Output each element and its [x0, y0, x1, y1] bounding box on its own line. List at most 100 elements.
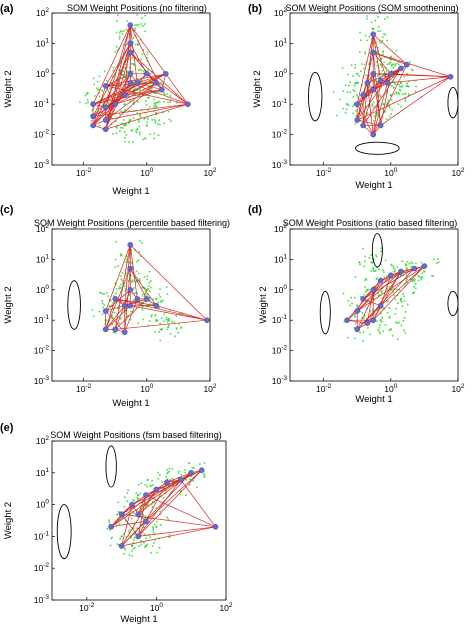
- data-point: [169, 101, 172, 104]
- data-point: [365, 118, 368, 120]
- data-point: [343, 320, 345, 323]
- neuron-link: [92, 106, 106, 126]
- data-point: [358, 261, 360, 263]
- data-point: [141, 306, 144, 309]
- data-point: [149, 296, 151, 299]
- neuron-link: [130, 52, 189, 105]
- data-point: [397, 63, 400, 66]
- neuron-link: [145, 479, 181, 496]
- data-point: [404, 263, 407, 265]
- neuron-point: [344, 317, 350, 324]
- tick-label: 100: [150, 602, 163, 613]
- data-point: [376, 309, 378, 311]
- data-point: [400, 301, 403, 303]
- data-point: [127, 70, 129, 73]
- data-point: [393, 92, 396, 95]
- neuron-point: [377, 77, 384, 84]
- data-point: [151, 480, 153, 482]
- data-point: [364, 34, 367, 37]
- data-point: [377, 46, 379, 49]
- data-point: [148, 281, 151, 284]
- data-point: [126, 255, 128, 258]
- data-point: [382, 36, 384, 38]
- data-point: [112, 331, 115, 334]
- data-point: [134, 292, 136, 295]
- data-point: [366, 15, 368, 17]
- tick-label: 101: [274, 37, 287, 48]
- data-point: [376, 307, 379, 309]
- data-point: [165, 316, 168, 319]
- tick-label: 10-1: [34, 314, 50, 325]
- data-point: [111, 323, 113, 325]
- data-point: [128, 119, 131, 122]
- data-point: [395, 307, 398, 310]
- data-point: [167, 471, 169, 474]
- data-point: [150, 315, 153, 318]
- data-point: [145, 124, 148, 127]
- data-point: [354, 276, 357, 278]
- data-point: [131, 279, 133, 281]
- data-point: [115, 288, 118, 290]
- data-point: [132, 99, 135, 102]
- data-point: [385, 72, 387, 75]
- data-point: [203, 462, 206, 464]
- data-point: [108, 304, 111, 307]
- data-point: [132, 50, 134, 52]
- data-point: [184, 494, 187, 497]
- data-point: [154, 523, 156, 526]
- data-point: [140, 482, 142, 485]
- data-point: [180, 474, 183, 476]
- data-point: [364, 291, 367, 293]
- tick-label: 100: [274, 284, 287, 295]
- neuron-link: [121, 513, 139, 537]
- data-point: [120, 283, 122, 286]
- data-point: [92, 315, 95, 318]
- data-point: [380, 291, 383, 294]
- data-point: [389, 58, 392, 61]
- data-point: [144, 94, 146, 97]
- data-point: [142, 503, 145, 506]
- data-point: [365, 289, 368, 292]
- data-point: [179, 493, 182, 496]
- data-point: [401, 93, 404, 95]
- data-point: [353, 337, 356, 340]
- data-point: [388, 329, 391, 332]
- data-point: [385, 118, 388, 120]
- data-point: [139, 240, 141, 242]
- data-point: [365, 279, 368, 281]
- tick-label: 101: [36, 253, 49, 264]
- data-point: [384, 259, 387, 262]
- data-point: [420, 261, 423, 264]
- data-point: [376, 51, 378, 53]
- data-point: [363, 317, 365, 320]
- data-point: [391, 264, 393, 267]
- data-point: [375, 91, 378, 94]
- data-point: [148, 499, 151, 502]
- data-point: [112, 295, 115, 297]
- data-point: [415, 85, 417, 88]
- data-point: [380, 250, 382, 253]
- data-point: [141, 17, 143, 20]
- data-point: [146, 485, 149, 488]
- data-point: [175, 328, 178, 330]
- data-point: [414, 278, 416, 280]
- data-point: [155, 319, 158, 322]
- data-point: [400, 105, 402, 108]
- data-point: [133, 29, 135, 32]
- data-point: [381, 290, 383, 293]
- data-point: [350, 296, 352, 299]
- panel-e: (e) SOM Weight Positions (fsm based filte…: [0, 422, 233, 625]
- data-point: [377, 16, 379, 18]
- neuron-link: [124, 244, 131, 306]
- data-point: [137, 516, 139, 518]
- data-point: [134, 532, 137, 535]
- data-point: [163, 100, 166, 103]
- data-point: [96, 87, 98, 90]
- data-point: [364, 279, 366, 281]
- neuron-point: [159, 86, 165, 93]
- data-point: [133, 92, 135, 94]
- data-point: [128, 86, 131, 89]
- data-point: [432, 258, 435, 261]
- data-point: [140, 69, 143, 72]
- data-point: [392, 86, 395, 89]
